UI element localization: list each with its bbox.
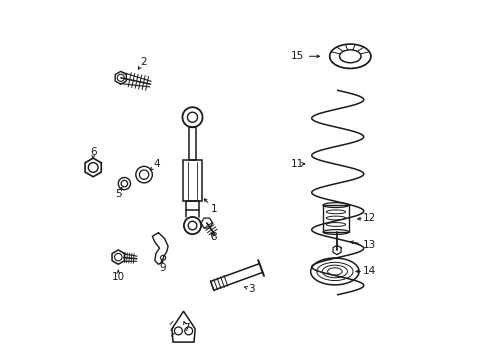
Text: 7: 7 bbox=[183, 323, 189, 333]
Text: 10: 10 bbox=[111, 272, 124, 282]
Text: 2: 2 bbox=[140, 57, 146, 67]
Text: 9: 9 bbox=[159, 263, 166, 273]
Bar bbox=[323, 205, 348, 232]
Text: 5: 5 bbox=[115, 189, 122, 199]
Text: 15: 15 bbox=[290, 51, 304, 61]
Bar bbox=[188, 127, 196, 159]
Bar bbox=[182, 159, 202, 201]
Text: 13: 13 bbox=[362, 240, 375, 250]
Text: 6: 6 bbox=[90, 147, 96, 157]
Text: 1: 1 bbox=[210, 204, 217, 214]
Text: 3: 3 bbox=[248, 284, 254, 294]
Text: 4: 4 bbox=[153, 159, 160, 169]
Text: 11: 11 bbox=[290, 159, 304, 169]
Text: 8: 8 bbox=[210, 232, 217, 242]
Text: 14: 14 bbox=[362, 266, 375, 276]
Text: 12: 12 bbox=[362, 213, 375, 222]
